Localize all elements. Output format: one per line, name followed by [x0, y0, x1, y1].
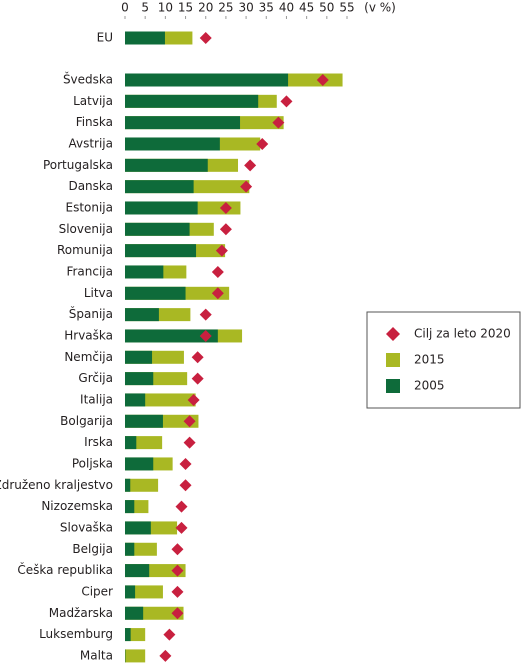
target-marker — [176, 501, 188, 513]
bar — [125, 649, 145, 662]
bar — [125, 564, 149, 577]
bar — [125, 372, 153, 385]
x-axis-label: (v %) — [364, 1, 396, 15]
y-tick-label: Španija — [69, 306, 113, 321]
bar — [125, 521, 151, 534]
bar — [125, 543, 134, 556]
y-tick-label: Grčija — [78, 371, 113, 385]
target-marker — [192, 351, 204, 363]
bar — [125, 116, 240, 129]
bar — [125, 95, 258, 108]
target-marker — [280, 95, 292, 107]
bar — [125, 287, 186, 300]
y-tick-label: Irska — [84, 435, 113, 449]
target-marker — [200, 32, 212, 44]
y-tick-label: Belgija — [72, 542, 113, 556]
legend-label: Cilj za leto 2020 — [414, 327, 511, 341]
y-tick-label: Portugalska — [43, 158, 113, 172]
y-tick-label: Češka republika — [17, 562, 113, 577]
y-tick-label: EU — [97, 31, 113, 45]
legend-label: 2015 — [414, 353, 445, 367]
y-tick-label: Bolgarija — [60, 414, 113, 428]
target-marker — [159, 650, 171, 662]
bar — [125, 32, 165, 45]
target-marker — [192, 373, 204, 385]
y-tick-label: Slovaška — [60, 520, 113, 534]
target-marker — [171, 586, 183, 598]
bar — [125, 500, 134, 513]
y-tick-label: Avstrija — [68, 136, 113, 150]
x-tick-label: 0 — [121, 1, 129, 15]
x-tick-label: 50 — [319, 1, 334, 15]
y-tick-label: Poljska — [72, 456, 113, 470]
x-tick-label: 30 — [238, 1, 253, 15]
y-tick-label: Estonija — [65, 200, 113, 214]
legend-label: 2005 — [414, 379, 445, 393]
bar — [125, 628, 131, 641]
x-tick-label: 20 — [198, 1, 213, 15]
target-marker — [176, 522, 188, 534]
target-marker — [184, 437, 196, 449]
y-tick-label: Litva — [84, 286, 113, 300]
x-tick-label: 5 — [141, 1, 149, 15]
bar — [125, 74, 288, 87]
bar — [125, 607, 143, 620]
y-tick-label: Francija — [66, 264, 113, 278]
x-tick-label: 35 — [259, 1, 274, 15]
y-tick-label: Hrvaška — [64, 328, 113, 342]
x-tick-label: 40 — [279, 1, 294, 15]
target-marker — [212, 266, 224, 278]
y-tick-label: Finska — [76, 115, 113, 129]
legend-swatch — [386, 379, 400, 393]
bar — [125, 585, 135, 598]
target-marker — [171, 543, 183, 555]
bar — [125, 201, 198, 214]
bar — [125, 180, 194, 193]
bar — [125, 308, 159, 321]
x-tick-label: 15 — [178, 1, 193, 15]
target-marker — [200, 309, 212, 321]
y-tick-label: Malta — [80, 648, 113, 662]
bar — [125, 265, 163, 278]
y-tick-label: Madžarska — [49, 606, 113, 620]
y-tick-label: Luksemburg — [39, 627, 113, 641]
x-tick-label: 45 — [299, 1, 314, 15]
legend-swatch — [386, 327, 400, 341]
legend-swatch — [386, 353, 400, 367]
y-tick-label: Nizozemska — [41, 499, 113, 513]
bar — [125, 479, 130, 492]
bar — [125, 415, 163, 428]
y-tick-label: Ciper — [81, 584, 113, 598]
bar — [125, 436, 136, 449]
x-tick-label: 55 — [339, 1, 354, 15]
y-tick-label: Slovenija — [59, 222, 113, 236]
target-marker — [180, 458, 192, 470]
target-marker — [163, 629, 175, 641]
y-tick-label: Švedska — [63, 72, 113, 87]
bar — [125, 393, 145, 406]
bar — [125, 223, 190, 236]
bar — [125, 244, 196, 257]
bar — [125, 137, 220, 150]
bar — [125, 159, 208, 172]
y-tick-label: Združeno kraljestvo — [0, 478, 113, 492]
target-marker — [244, 159, 256, 171]
y-tick-label: Nemčija — [64, 350, 113, 364]
y-tick-label: Romunija — [57, 243, 113, 257]
y-tick-label: Italija — [80, 392, 113, 406]
y-tick-label: Latvija — [73, 94, 113, 108]
bar — [125, 457, 153, 470]
bar — [125, 351, 152, 364]
y-tick-label: Danska — [68, 179, 113, 193]
x-tick-label: 10 — [158, 1, 173, 15]
target-marker — [180, 479, 192, 491]
target-marker — [220, 223, 232, 235]
x-tick-label: 25 — [218, 1, 233, 15]
